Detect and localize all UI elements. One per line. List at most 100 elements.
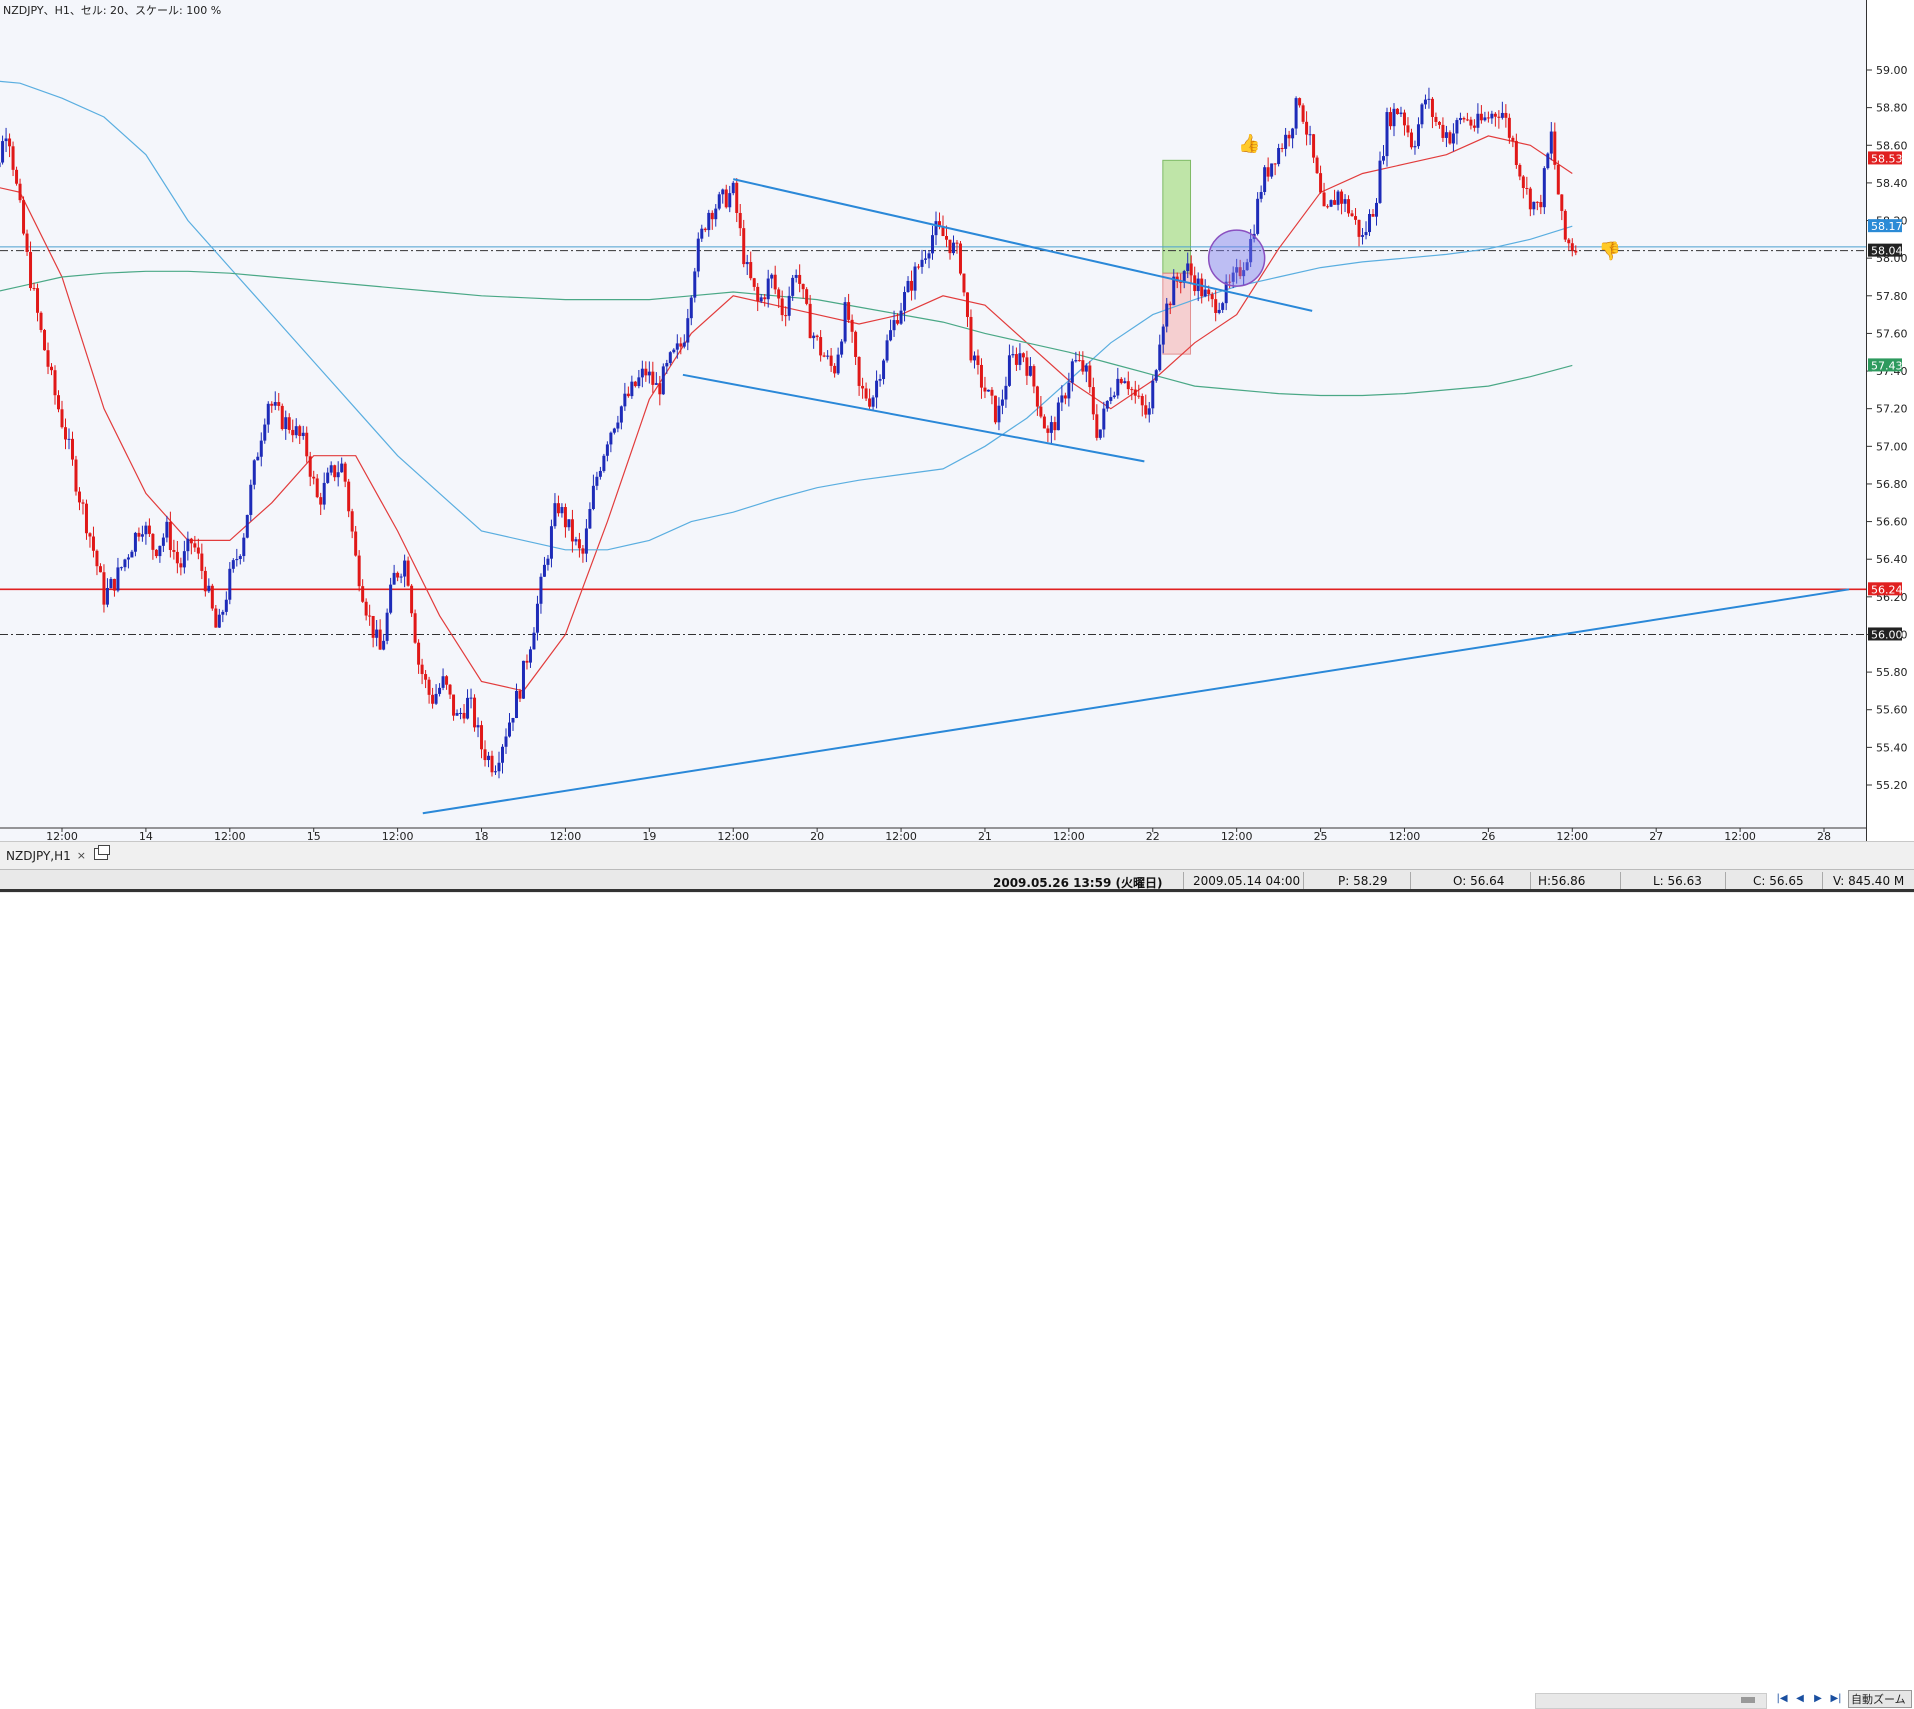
candle-bull [67, 438, 71, 440]
candle-bear [98, 566, 102, 573]
candle-bear [490, 755, 494, 773]
candle-bear [29, 251, 33, 289]
x-tick-label: 12:00 [46, 830, 78, 841]
candle-bull [951, 242, 955, 254]
y-tick-label: 58.60 [1876, 139, 1908, 152]
candle-bull [899, 310, 903, 324]
candle-bear [462, 712, 466, 719]
chart-navigation: |◀ ◀ ▶ ▶| [1775, 1691, 1843, 1707]
candle-bear [808, 303, 812, 339]
candle-bull [340, 463, 344, 473]
horizontal-scrollbar[interactable] [1535, 1693, 1767, 1709]
candle-bull [126, 557, 130, 560]
candle-bull [889, 330, 893, 341]
candle-bear [1528, 188, 1532, 210]
candle-bear [43, 329, 47, 351]
candle-bear [1130, 389, 1134, 391]
candle-bull [1, 141, 5, 163]
candle-bull [375, 629, 379, 638]
thumbs-up-icon: 👍 [1238, 133, 1260, 155]
candle-bear [910, 280, 914, 291]
candle-bull [598, 470, 602, 477]
candle-bear [175, 551, 179, 564]
candle-bear [1287, 134, 1291, 139]
candle-bull [1000, 399, 1004, 406]
candle-bull [1217, 309, 1221, 313]
candle-bear [679, 343, 683, 347]
candle-bear [738, 212, 742, 229]
candle-bear [658, 383, 662, 395]
candle-bull [924, 258, 928, 260]
candle-bear [1035, 386, 1039, 407]
next-page-icon[interactable]: ▶ [1814, 1693, 1822, 1704]
candle-bear [81, 502, 85, 504]
candle-bear [102, 572, 106, 605]
candle-bear [277, 402, 281, 406]
last-page-icon[interactable]: ▶| [1830, 1693, 1842, 1704]
candle-bear [976, 355, 980, 365]
first-page-icon[interactable]: |◀ [1776, 1693, 1788, 1704]
trend-line[interactable] [422, 588, 1850, 815]
candle-bear [280, 405, 284, 430]
candle-bull [130, 551, 134, 558]
trend-line[interactable] [733, 178, 1313, 312]
candle-bear [1025, 357, 1029, 376]
candle-bear [829, 355, 833, 366]
candle-bear [1088, 365, 1092, 388]
candle-bull [245, 514, 249, 538]
candle-bear [60, 409, 64, 428]
auto-zoom-button[interactable]: 自動ズーム [1848, 1690, 1912, 1708]
candle-bear [1535, 201, 1539, 203]
candle-bear [1063, 395, 1067, 399]
candle-bull [182, 551, 186, 568]
status-separator [1303, 872, 1304, 890]
price-label-text: 56.00 [1871, 628, 1903, 641]
y-tick-label: 57.20 [1876, 403, 1908, 416]
candle-bear [735, 182, 739, 213]
trend-line[interactable] [682, 373, 1145, 463]
candle-bull [1056, 402, 1060, 431]
candle-bull [329, 465, 333, 473]
prev-page-icon[interactable]: ◀ [1796, 1693, 1804, 1704]
candle-bear [1266, 167, 1270, 177]
candle-bear [1189, 263, 1193, 276]
candle-bear [371, 615, 375, 638]
candle-bull [322, 482, 326, 505]
price-label-tag [1868, 627, 1902, 641]
candle-bear [1119, 378, 1123, 384]
price-scale[interactable] [1866, 0, 1914, 841]
candle-bull [1385, 112, 1389, 157]
candle-bear [312, 476, 316, 479]
candle-bull [1476, 113, 1480, 128]
moving-average-line [0, 135, 1573, 692]
chart-tab[interactable]: NZDJPY,H1 × [0, 846, 92, 866]
candle-bull [721, 189, 725, 195]
candle-bull [588, 509, 592, 529]
candle-bull [1172, 276, 1176, 306]
candle-bear [1039, 406, 1043, 417]
candle-bear [815, 335, 819, 338]
candle-bear [1539, 201, 1543, 208]
candle-bear [1046, 428, 1050, 433]
candle-bull [1007, 355, 1011, 386]
candle-bull [252, 460, 256, 485]
candle-bull [1444, 132, 1448, 138]
restore-window-icon[interactable] [94, 845, 110, 860]
candle-bear [948, 239, 952, 254]
candle-bull [235, 558, 239, 561]
candle-bull [1116, 378, 1120, 396]
candle-bear [1409, 132, 1413, 148]
candle-bear [847, 302, 851, 320]
scrollbar-thumb[interactable] [1741, 1697, 1755, 1703]
chart-svg[interactable]: 59.0058.8058.6058.4058.2058.0057.8057.60… [0, 0, 1914, 841]
status-open: O: 56.64 [1453, 874, 1505, 888]
candle-bull [717, 194, 721, 209]
candle-bear [644, 368, 648, 376]
candle-bear [8, 138, 12, 147]
candle-bull [906, 280, 910, 293]
close-icon[interactable]: × [76, 849, 86, 862]
x-tick-label: 12:00 [1724, 830, 1756, 841]
candle-bear [780, 298, 784, 316]
candle-bull [1186, 263, 1190, 272]
candle-bear [46, 350, 50, 367]
